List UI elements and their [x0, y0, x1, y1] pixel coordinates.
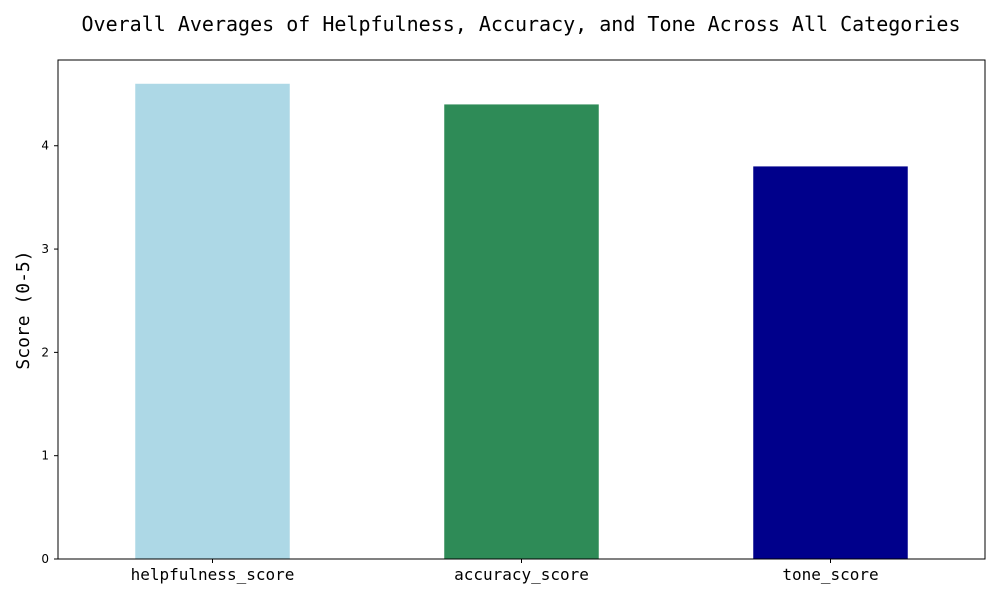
y-tick-label: 0 — [41, 552, 49, 566]
bar-accuracy-score — [444, 104, 599, 559]
bars-group — [135, 83, 908, 560]
chart-title: Overall Averages of Helpfulness, Accurac… — [82, 12, 961, 36]
x-axis-ticks: helpfulness_score accuracy_score tone_scor… — [131, 559, 879, 584]
plot-area-frame — [57, 59, 986, 560]
bar-tone-score — [753, 166, 908, 560]
y-tick-label: 4 — [41, 139, 49, 153]
bar-helpfulness-score — [135, 83, 290, 559]
y-tick-label: 1 — [41, 449, 49, 463]
x-tick-label: accuracy_score — [454, 565, 589, 584]
y-axis-label: Score (0-5) — [13, 250, 34, 369]
x-tick-label: tone_score — [782, 565, 878, 584]
y-tick-label: 2 — [41, 345, 49, 359]
x-tick-label: helpfulness_score — [131, 565, 295, 584]
y-axis-ticks: 0 1 2 3 4 — [41, 139, 58, 566]
y-tick-label: 3 — [41, 242, 49, 256]
